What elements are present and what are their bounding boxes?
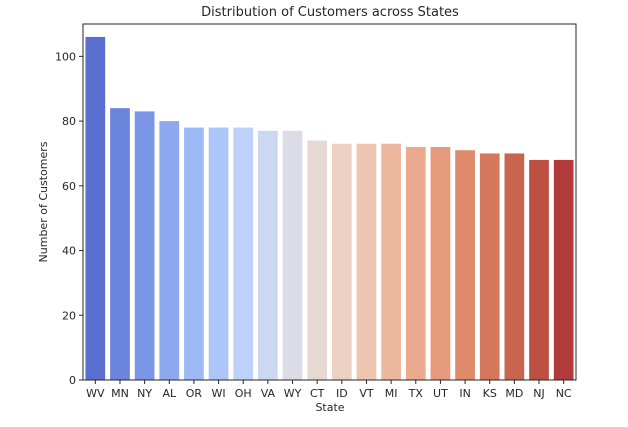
bar-wi (208, 127, 229, 381)
x-tick-label: WI (212, 387, 226, 400)
bar-mn (110, 108, 130, 381)
x-tick-label: NY (137, 387, 152, 400)
bar-md (504, 153, 525, 380)
x-tick-label: NC (556, 387, 572, 400)
x-tick-label: AL (162, 387, 177, 400)
bar-nc (553, 159, 574, 380)
bar-tx (405, 146, 426, 380)
y-tick-label: 100 (55, 50, 76, 63)
bar-ks (479, 153, 500, 380)
x-tick-label: NJ (533, 387, 544, 400)
y-tick-label: 40 (62, 245, 76, 258)
bar-or (184, 127, 204, 381)
plot-area: 0 20 40 60 80 100 WV MN NY AL OR WI OH VA WY CT ID VT MI TX… (55, 36, 574, 400)
y-axis-label: Number of Customers (37, 141, 50, 262)
plot-frame (82, 23, 577, 381)
x-tick-label: OH (235, 387, 252, 400)
bar-id (331, 143, 352, 380)
y-tick-label: 60 (62, 180, 76, 193)
x-tick-label: UT (433, 387, 448, 400)
bar-nj (529, 159, 549, 380)
x-tick-label: ID (336, 387, 348, 400)
bar-vt (356, 143, 377, 380)
bar-oh (233, 127, 254, 381)
bar-al (159, 121, 180, 380)
x-tick-label: IN (459, 387, 470, 400)
x-tick-label: CT (310, 387, 325, 400)
x-tick-label: OR (186, 387, 203, 400)
bar-ny (134, 111, 155, 380)
x-tick-label: VA (261, 387, 276, 400)
y-tick-label: 20 (62, 309, 76, 322)
bar-ct (307, 140, 328, 380)
x-tick-label: MI (385, 387, 398, 400)
x-tick-label: TX (408, 387, 424, 400)
x-tick-label: MN (111, 387, 129, 400)
x-tick-label: KS (483, 387, 497, 400)
y-tick-label: 0 (69, 374, 76, 387)
x-tick-label: WY (284, 387, 302, 400)
x-tick-label: MD (505, 387, 523, 400)
x-tick-label: WV (86, 387, 105, 400)
y-tick-label: 80 (62, 115, 76, 128)
bar-in (455, 150, 475, 380)
x-axis-label: State (315, 401, 344, 414)
bar-wv (85, 36, 106, 380)
x-tick-label: VT (359, 387, 374, 400)
bar-wy (282, 130, 303, 380)
chart-title: Distribution of Customers across States (201, 5, 459, 20)
bar-mi (381, 143, 401, 380)
bar-ut (430, 146, 451, 380)
bar-va (258, 130, 278, 380)
